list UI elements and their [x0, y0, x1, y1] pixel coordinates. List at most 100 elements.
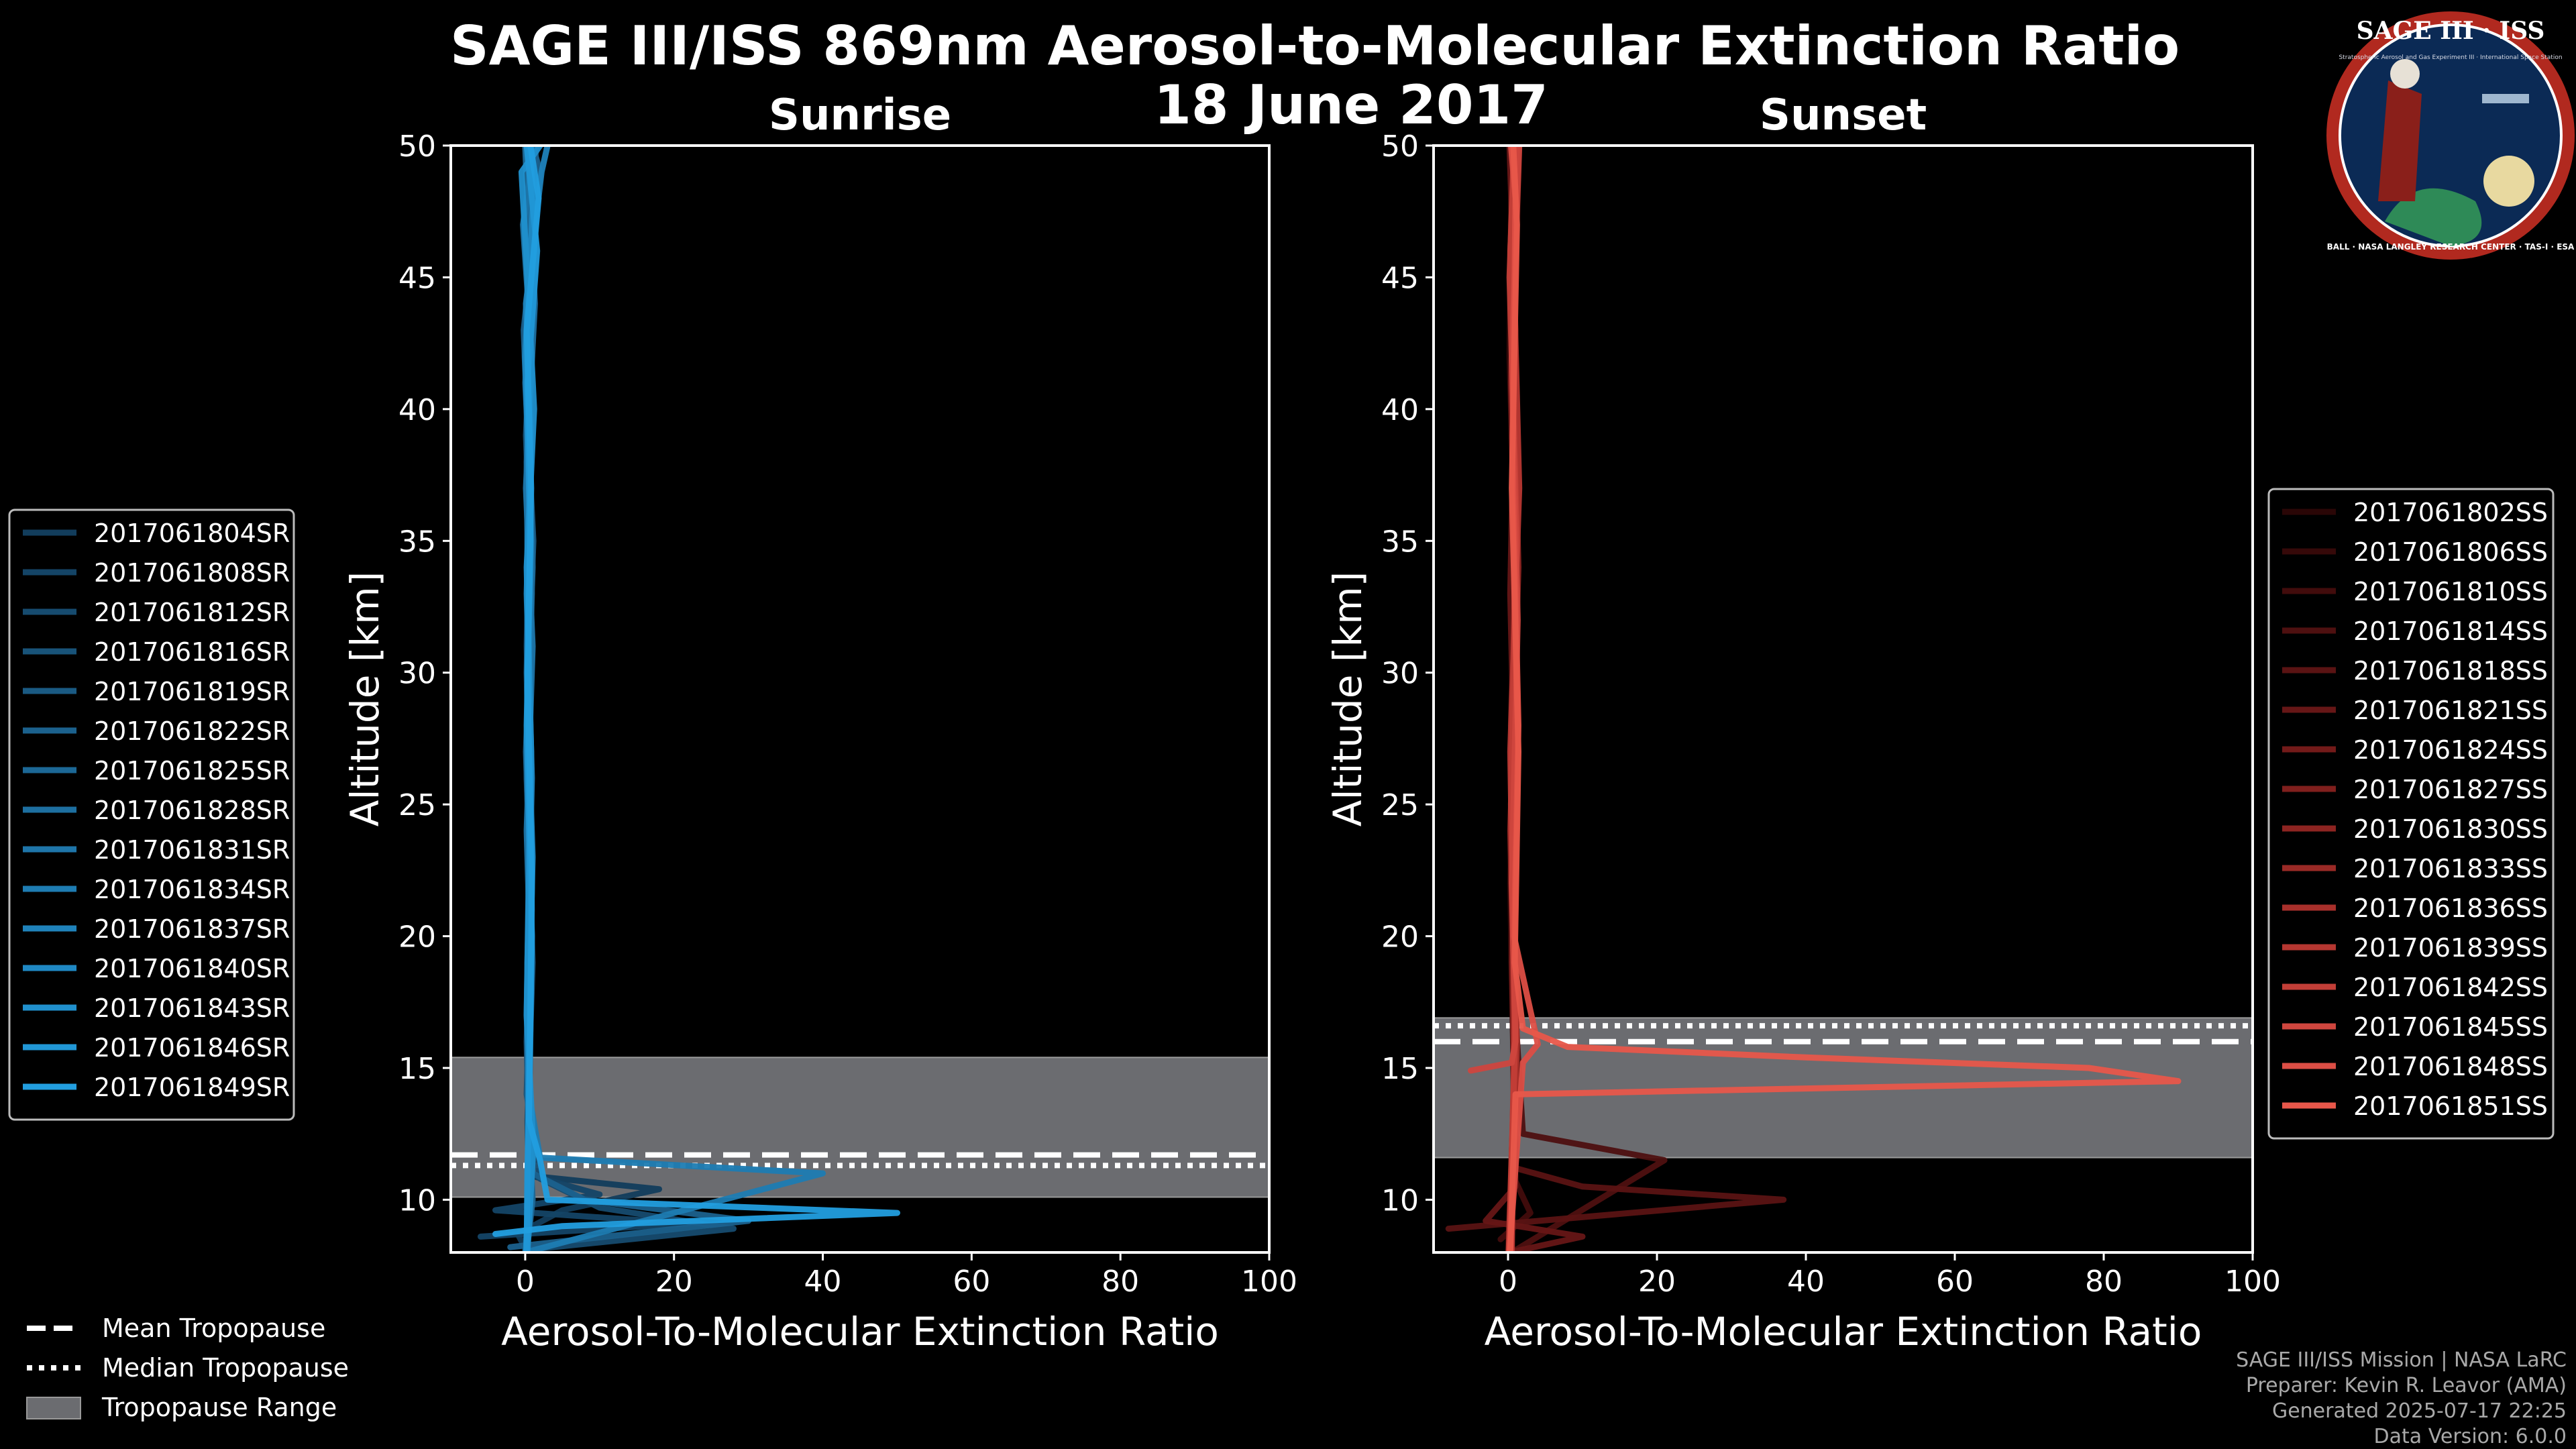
sunrise-y-tick-label: 50 [398, 129, 436, 164]
sunset-legend-label: 2017061845SS [2353, 1012, 2548, 1042]
sunrise-series-group [477, 146, 900, 1252]
sunrise-y-tick-label: 35 [398, 525, 436, 559]
sunset-series-line-2017061851SS [1507, 146, 2182, 1252]
logo-earth-icon [2385, 188, 2482, 246]
footer-preparer: Preparer: Kevin R. Leavor (AMA) [2246, 1374, 2567, 1397]
sunrise-legend: 2017061804SR 2017061808SR 2017061812SR 2017… [8, 508, 295, 1121]
sage-logo: SAGE III · ISS Stratospheric Aerosol and… [2326, 11, 2575, 260]
sunset-series-group [1445, 146, 2182, 1252]
sunrise-plot-frame [449, 144, 1271, 1254]
sunset-y-tick-label: 30 [1381, 657, 1419, 691]
sunrise-y-axis-label: Altitude [km] [342, 572, 388, 826]
sunrise-legend-label: 2017061812SR [94, 598, 290, 627]
sunrise-series-line-2017061849SR [492, 146, 900, 1237]
sunrise-legend-label: 2017061831SR [94, 835, 290, 865]
sunrise-legend-label: 2017061819SR [94, 677, 290, 706]
sunset-legend-label: 2017061842SS [2353, 973, 2548, 1002]
mean-tropopause-label: Mean Tropopause [102, 1313, 325, 1343]
tropopause-legend: Mean Tropopause Median Tropopause Tropop… [26, 1313, 349, 1422]
sunrise-x-tick-label: 60 [953, 1265, 990, 1299]
sunset-legend-label: 2017061830SS [2353, 814, 2548, 844]
sunset-x-tick-label: 80 [2085, 1265, 2123, 1299]
sunset-legend-label: 2017061833SS [2353, 854, 2548, 883]
sunset-legend-label: 2017061821SS [2353, 696, 2548, 725]
sunrise-legend-label: 2017061808SR [94, 558, 290, 588]
sunrise-legend-label: 2017061843SR [94, 994, 290, 1023]
figure-date: 18 June 2017 [1154, 74, 1548, 136]
sunrise-x-tick-label: 40 [804, 1265, 842, 1299]
logo-moon-icon [2483, 156, 2534, 207]
sunset-legend-label: 2017061827SS [2353, 775, 2548, 804]
footer-credits: SAGE III/ISS Mission | NASA LaRC Prepare… [2236, 1348, 2567, 1448]
sunset-legend-label: 2017061802SS [2353, 498, 2548, 527]
sunrise-legend-label: 2017061825SR [94, 756, 290, 786]
sunset-x-tick-label: 100 [2224, 1265, 2281, 1299]
sunrise-panel: 10 15 20 25 30 35 40 45 50 0 20 40 60 80 100 Aerosol-To… [8, 91, 1297, 1354]
sunrise-y-tick-label: 15 [398, 1052, 436, 1086]
sunrise-x-tick-label: 20 [655, 1265, 693, 1299]
footer-generated: Generated 2025-07-17 22:25 [2272, 1399, 2567, 1423]
sunrise-x-tick-label: 100 [1241, 1265, 1297, 1299]
sunrise-x-tick-label: 0 [516, 1265, 535, 1299]
sunset-x-tick-label: 40 [1787, 1265, 1825, 1299]
footer-data-version: Data Version: 6.0.0 [2374, 1425, 2567, 1448]
sunset-panel-title: Sunset [1760, 91, 1927, 140]
sunset-legend: 2017061802SS 2017061806SS 2017061810SS 2017… [2267, 488, 2555, 1140]
sunset-legend-label: 2017061810SS [2353, 577, 2548, 606]
sunrise-x-tick-label: 80 [1102, 1265, 1139, 1299]
logo-subtitle: Stratospheric Aerosol and Gas Experiment… [2339, 54, 2562, 61]
sunset-plot-frame [1432, 144, 2254, 1254]
median-tropopause-label: Median Tropopause [102, 1353, 349, 1383]
sunrise-y-tick-label: 20 [398, 920, 436, 955]
sunset-x-tick-label: 0 [1499, 1265, 1517, 1299]
sunset-legend-label: 2017061814SS [2353, 616, 2548, 646]
sunrise-legend-frame [8, 508, 295, 1121]
sunset-y-tick-label: 10 [1381, 1183, 1419, 1218]
sunset-legend-label: 2017061851SS [2353, 1091, 2548, 1121]
sunset-legend-label: 2017061848SS [2353, 1052, 2548, 1081]
sunset-y-tick-label: 45 [1381, 261, 1419, 295]
sunrise-legend-label: 2017061834SR [94, 875, 290, 904]
sunset-x-tick-label: 20 [1638, 1265, 1676, 1299]
sunrise-y-tick-label: 30 [398, 657, 436, 691]
sunset-legend-label: 2017061806SS [2353, 537, 2548, 567]
sunrise-legend-label: 2017061846SR [94, 1033, 290, 1063]
sunrise-panel-title: Sunrise [769, 91, 951, 140]
sunrise-legend-label: 2017061840SR [94, 954, 290, 983]
tropopause-range-label: Tropopause Range [101, 1393, 337, 1422]
sunset-panel: 10 15 20 25 30 35 40 45 50 0 20 40 60 80 100 Aerosol-To… [1325, 91, 2555, 1354]
sunrise-legend-label: 2017061837SR [94, 914, 290, 944]
sunset-legend-label: 2017061836SS [2353, 894, 2548, 923]
sunset-x-axis-label: Aerosol-To-Molecular Extinction Ratio [1485, 1309, 2202, 1354]
logo-station-icon [2482, 94, 2529, 103]
sunrise-x-axis-label: Aerosol-To-Molecular Extinction Ratio [501, 1309, 1219, 1354]
sunset-legend-label: 2017061824SS [2353, 735, 2548, 765]
sunrise-legend-label: 2017061828SR [94, 796, 290, 825]
sunrise-tropopause-range [450, 1057, 1270, 1198]
sunset-x-tick-label: 60 [1936, 1265, 1974, 1299]
sunrise-y-tick-label: 45 [398, 261, 436, 295]
sunset-legend-label: 2017061839SS [2353, 933, 2548, 963]
sunset-y-tick-label: 15 [1381, 1052, 1419, 1086]
sunset-y-axis-label: Altitude [km] [1325, 572, 1371, 826]
tropopause-range-swatch [26, 1397, 81, 1419]
sunset-y-tick-label: 50 [1381, 129, 1419, 164]
logo-figure-icon [2378, 80, 2422, 201]
sunrise-legend-label: 2017061816SR [94, 637, 290, 667]
logo-ring-text: BALL · NASA LANGLEY RESEARCH CENTER · TA… [2327, 242, 2575, 252]
sunrise-legend-label: 2017061849SR [94, 1073, 290, 1102]
sunset-legend-frame [2267, 488, 2555, 1140]
sunset-y-tick-label: 25 [1381, 788, 1419, 822]
footer-mission: SAGE III/ISS Mission | NASA LaRC [2236, 1348, 2567, 1372]
sunset-y-tick-label: 40 [1381, 393, 1419, 427]
sunrise-y-tick-label: 25 [398, 788, 436, 822]
figure-title: SAGE III/ISS 869nm Aerosol-to-Molecular … [450, 15, 2180, 77]
sunrise-y-tick-label: 40 [398, 393, 436, 427]
sunset-y-tick-label: 20 [1381, 920, 1419, 955]
sunrise-legend-label: 2017061804SR [94, 519, 290, 548]
logo-head-icon [2390, 59, 2420, 89]
logo-title: SAGE III · ISS [2357, 17, 2545, 45]
sunrise-y-tick-label: 10 [398, 1183, 436, 1218]
sunset-legend-label: 2017061818SS [2353, 656, 2548, 686]
